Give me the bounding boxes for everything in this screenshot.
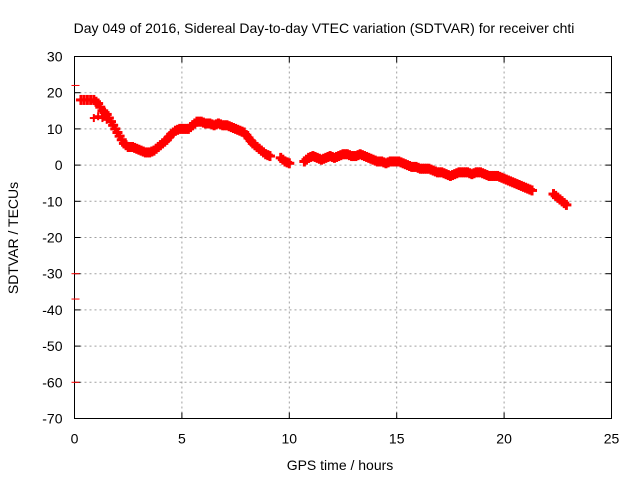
y-tick-label: -60: [42, 374, 62, 390]
y-axis-title: SDTVAR / TECUs: [5, 182, 21, 294]
data-point: [284, 158, 295, 169]
axis-ticks: 0 5 10 15 20 25 -70 -60 -50 -40 -30 -20 -10 0 10 20 30: [42, 49, 619, 447]
data-point: [89, 114, 98, 123]
data-point: [561, 199, 572, 210]
y-tick-label: -70: [42, 411, 62, 427]
x-tick-label: 20: [496, 431, 512, 447]
x-tick-label: 15: [389, 431, 405, 447]
y-tick-label: -30: [42, 266, 62, 282]
data-point: [264, 151, 275, 162]
grid: [74, 56, 612, 419]
y-tick-label: 0: [55, 157, 63, 173]
y-tick-label: 20: [47, 85, 63, 101]
x-tick-label: 10: [282, 431, 298, 447]
y-tick-label: -20: [42, 230, 62, 246]
y-tick-label: 30: [47, 49, 63, 65]
y-tick-label: -40: [42, 302, 62, 318]
y-tick-label: -50: [42, 338, 62, 354]
data-point: [98, 114, 107, 123]
x-tick-label: 5: [178, 431, 186, 447]
data-point: [102, 115, 111, 124]
y-tick-label: 10: [47, 121, 63, 137]
x-tick-label: 25: [604, 431, 620, 447]
x-tick-label: 0: [71, 431, 79, 447]
data-point: [527, 185, 538, 196]
chart-title: Day 049 of 2016, Sidereal Day-to-day VTE…: [74, 20, 575, 36]
data-points: [71, 84, 572, 383]
data-point: [94, 112, 103, 121]
x-axis-title: GPS time / hours: [287, 457, 394, 473]
y-tick-label: -10: [42, 193, 62, 209]
